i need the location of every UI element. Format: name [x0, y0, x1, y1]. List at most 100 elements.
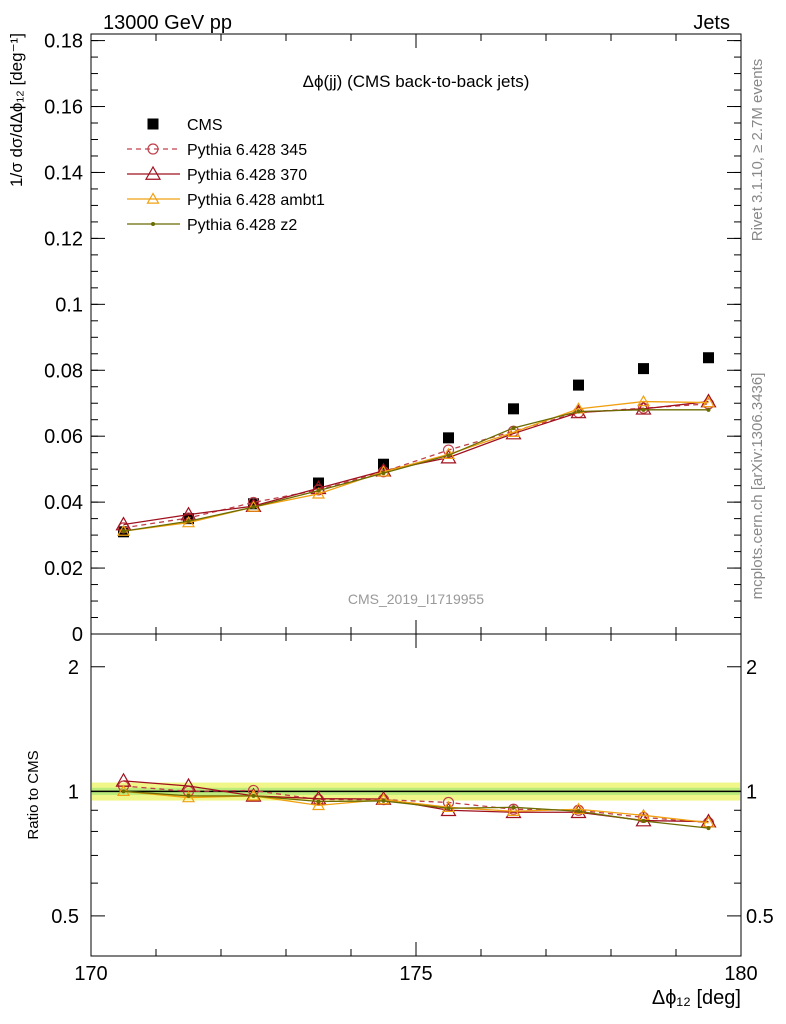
- ratio-line: [123, 785, 709, 824]
- ratio-point: [311, 798, 326, 811]
- legend-item: Pythia 6.428 ambt1: [127, 192, 325, 209]
- data-point: [635, 400, 652, 415]
- ratio-line: [123, 790, 709, 824]
- main-y-tick-label: 0.06: [44, 426, 83, 448]
- ratio-series-3: [121, 789, 711, 831]
- ratio-axes: 170 175 180 0.5 0.5 1 1 2 2: [51, 634, 774, 985]
- ratio-point: [706, 826, 711, 831]
- ratio-point: [310, 790, 327, 805]
- main-axes: 0 0.02 0.04 0.06 0.08 0.1 0.12 0.14 0.16 0.18: [44, 31, 742, 646]
- data-point: [573, 379, 584, 391]
- data-point: [313, 477, 324, 489]
- series-3: [116, 394, 716, 536]
- data-point: [508, 403, 519, 415]
- series-line: [123, 409, 709, 532]
- legend-marker: [147, 143, 159, 155]
- legend-marker: [147, 118, 159, 130]
- ratio-point: [376, 792, 391, 805]
- data-point: [443, 432, 454, 444]
- header-left: 13000 GeV pp: [103, 12, 232, 34]
- legend-marker: [151, 222, 155, 226]
- ratio-point: [246, 789, 261, 801]
- ratio-y-tick-label: 2: [68, 657, 79, 679]
- ratio-point: [186, 793, 191, 798]
- legend-item: CMS: [147, 117, 223, 134]
- main-y-tick-label: 0.16: [44, 97, 83, 119]
- data-point: [251, 505, 256, 510]
- legend-marker: [146, 192, 160, 204]
- legend-marker: [144, 165, 162, 180]
- legend-label: Pythia 6.428 370: [187, 167, 307, 184]
- ratio-point: [441, 800, 456, 813]
- main-y-tick-label: 0.14: [44, 162, 83, 184]
- data-point: [186, 519, 191, 524]
- legend-label: CMS: [187, 117, 223, 134]
- data-point: [248, 498, 259, 510]
- ratio-point: [245, 787, 262, 802]
- data-point: [706, 407, 711, 412]
- main-y-tick-label: 0.12: [44, 228, 83, 250]
- main-y-tick-label: 0: [72, 624, 83, 646]
- data-point: [381, 471, 386, 476]
- ratio-point: [116, 784, 131, 797]
- legend: CMS Pythia 6.428 345 Pythia 6.428 370 Pythi…: [127, 117, 325, 234]
- x-tick-label: 175: [399, 963, 432, 985]
- data-point: [703, 352, 714, 364]
- ratio-y-tick-label: 0.5: [51, 906, 79, 928]
- legend-item: Pythia 6.428 370: [127, 165, 307, 184]
- ratio-point: [511, 805, 516, 810]
- main-chart-title: Δϕ(jj) (CMS back-to-back jets): [303, 72, 530, 91]
- main-y-axis-label: 1/σ dσ/dΔϕ₁₂ [deg⁻¹]: [7, 33, 26, 187]
- rivet-label: Rivet 3.1.10, ≥ 2.7M events: [749, 59, 766, 242]
- data-point: [376, 465, 391, 477]
- legend-label: Pythia 6.428 345: [187, 142, 307, 159]
- ratio-point: [641, 818, 646, 823]
- data-point: [121, 529, 126, 534]
- ratio-point: [571, 802, 586, 814]
- main-series-group: [115, 352, 717, 538]
- main-y-tick-label: 0.08: [44, 360, 83, 382]
- data-point: [641, 407, 646, 412]
- series-0: [118, 352, 714, 538]
- data-point: [701, 395, 716, 408]
- data-point: [638, 363, 649, 375]
- data-point: [511, 425, 516, 430]
- x-axis-label: Δϕ₁₂ [deg]: [652, 987, 741, 1009]
- ratio-point: [446, 806, 451, 811]
- ratio-y-tick-label: 1: [68, 781, 79, 803]
- ratio-point: [121, 789, 126, 794]
- ratio-y-tick-label-right: 0.5: [746, 906, 774, 928]
- ratio-point: [576, 809, 581, 814]
- data-point: [183, 513, 194, 525]
- series-2: [115, 393, 717, 531]
- data-point: [316, 488, 321, 493]
- ratio-y-tick-label-right: 2: [746, 657, 757, 679]
- ratio-point: [506, 804, 521, 816]
- mcplots-label: mcplots.cern.ch [arXiv:1306.3436]: [749, 373, 766, 600]
- main-y-tick-label: 0.02: [44, 558, 83, 580]
- legend-item: Pythia 6.428 345: [127, 142, 307, 159]
- data-point: [636, 394, 651, 407]
- main-y-tick-label: 0.04: [44, 492, 83, 514]
- ratio-point: [440, 802, 457, 817]
- x-tick-label: 180: [724, 963, 757, 985]
- series-line: [123, 403, 709, 529]
- x-tick-label: 170: [74, 963, 107, 985]
- ratio-y-tick-label-right: 1: [746, 781, 757, 803]
- legend-label: Pythia 6.428 ambt1: [187, 192, 325, 209]
- data-point: [506, 425, 521, 437]
- data-point: [576, 409, 581, 414]
- data-point: [311, 487, 326, 499]
- header-right: Jets: [693, 12, 730, 34]
- analysis-id-label: CMS_2019_I1719955: [348, 591, 484, 607]
- ratio-point: [251, 793, 256, 798]
- main-y-tick-label: 0.1: [55, 294, 83, 316]
- ratio-line: [123, 790, 709, 829]
- main-y-tick-label: 0.18: [44, 31, 83, 53]
- ratio-point: [181, 790, 196, 803]
- series-4: [121, 407, 711, 534]
- ratio-series-group: [115, 772, 717, 831]
- data-point: [446, 453, 451, 458]
- ratio-point: [381, 798, 386, 803]
